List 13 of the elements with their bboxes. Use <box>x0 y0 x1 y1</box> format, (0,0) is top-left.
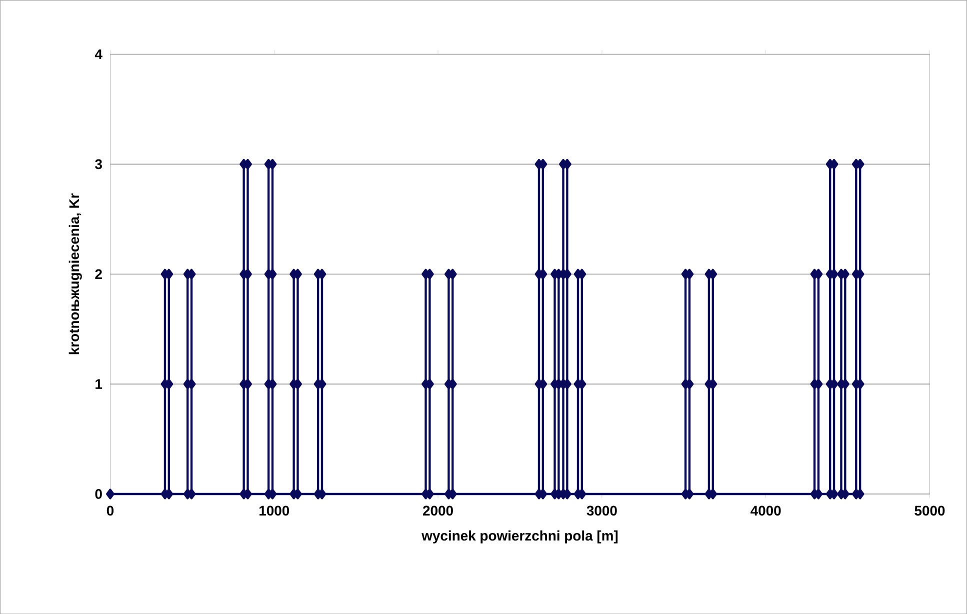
x-tick-label: 4000 <box>750 506 781 516</box>
y-tick-label: 0 <box>95 488 102 499</box>
x-tick-label: 2000 <box>423 506 453 516</box>
y-tick-label: 4 <box>94 49 102 59</box>
x-tick-label: 3000 <box>586 506 617 516</box>
x-tick-label: 1000 <box>260 506 290 516</box>
y-tick-label: 3 <box>95 159 102 170</box>
x-tick-label: 5000 <box>914 506 945 516</box>
y-tick-label: 1 <box>96 379 102 389</box>
y-axis-title: krotnoњжugniecenia, Kr <box>68 193 82 354</box>
x-tick-label: 0 <box>106 506 114 516</box>
x-axis-title: wycinek powierzchni pola [m] <box>422 530 618 544</box>
y-tick-label: 2 <box>95 269 102 279</box>
